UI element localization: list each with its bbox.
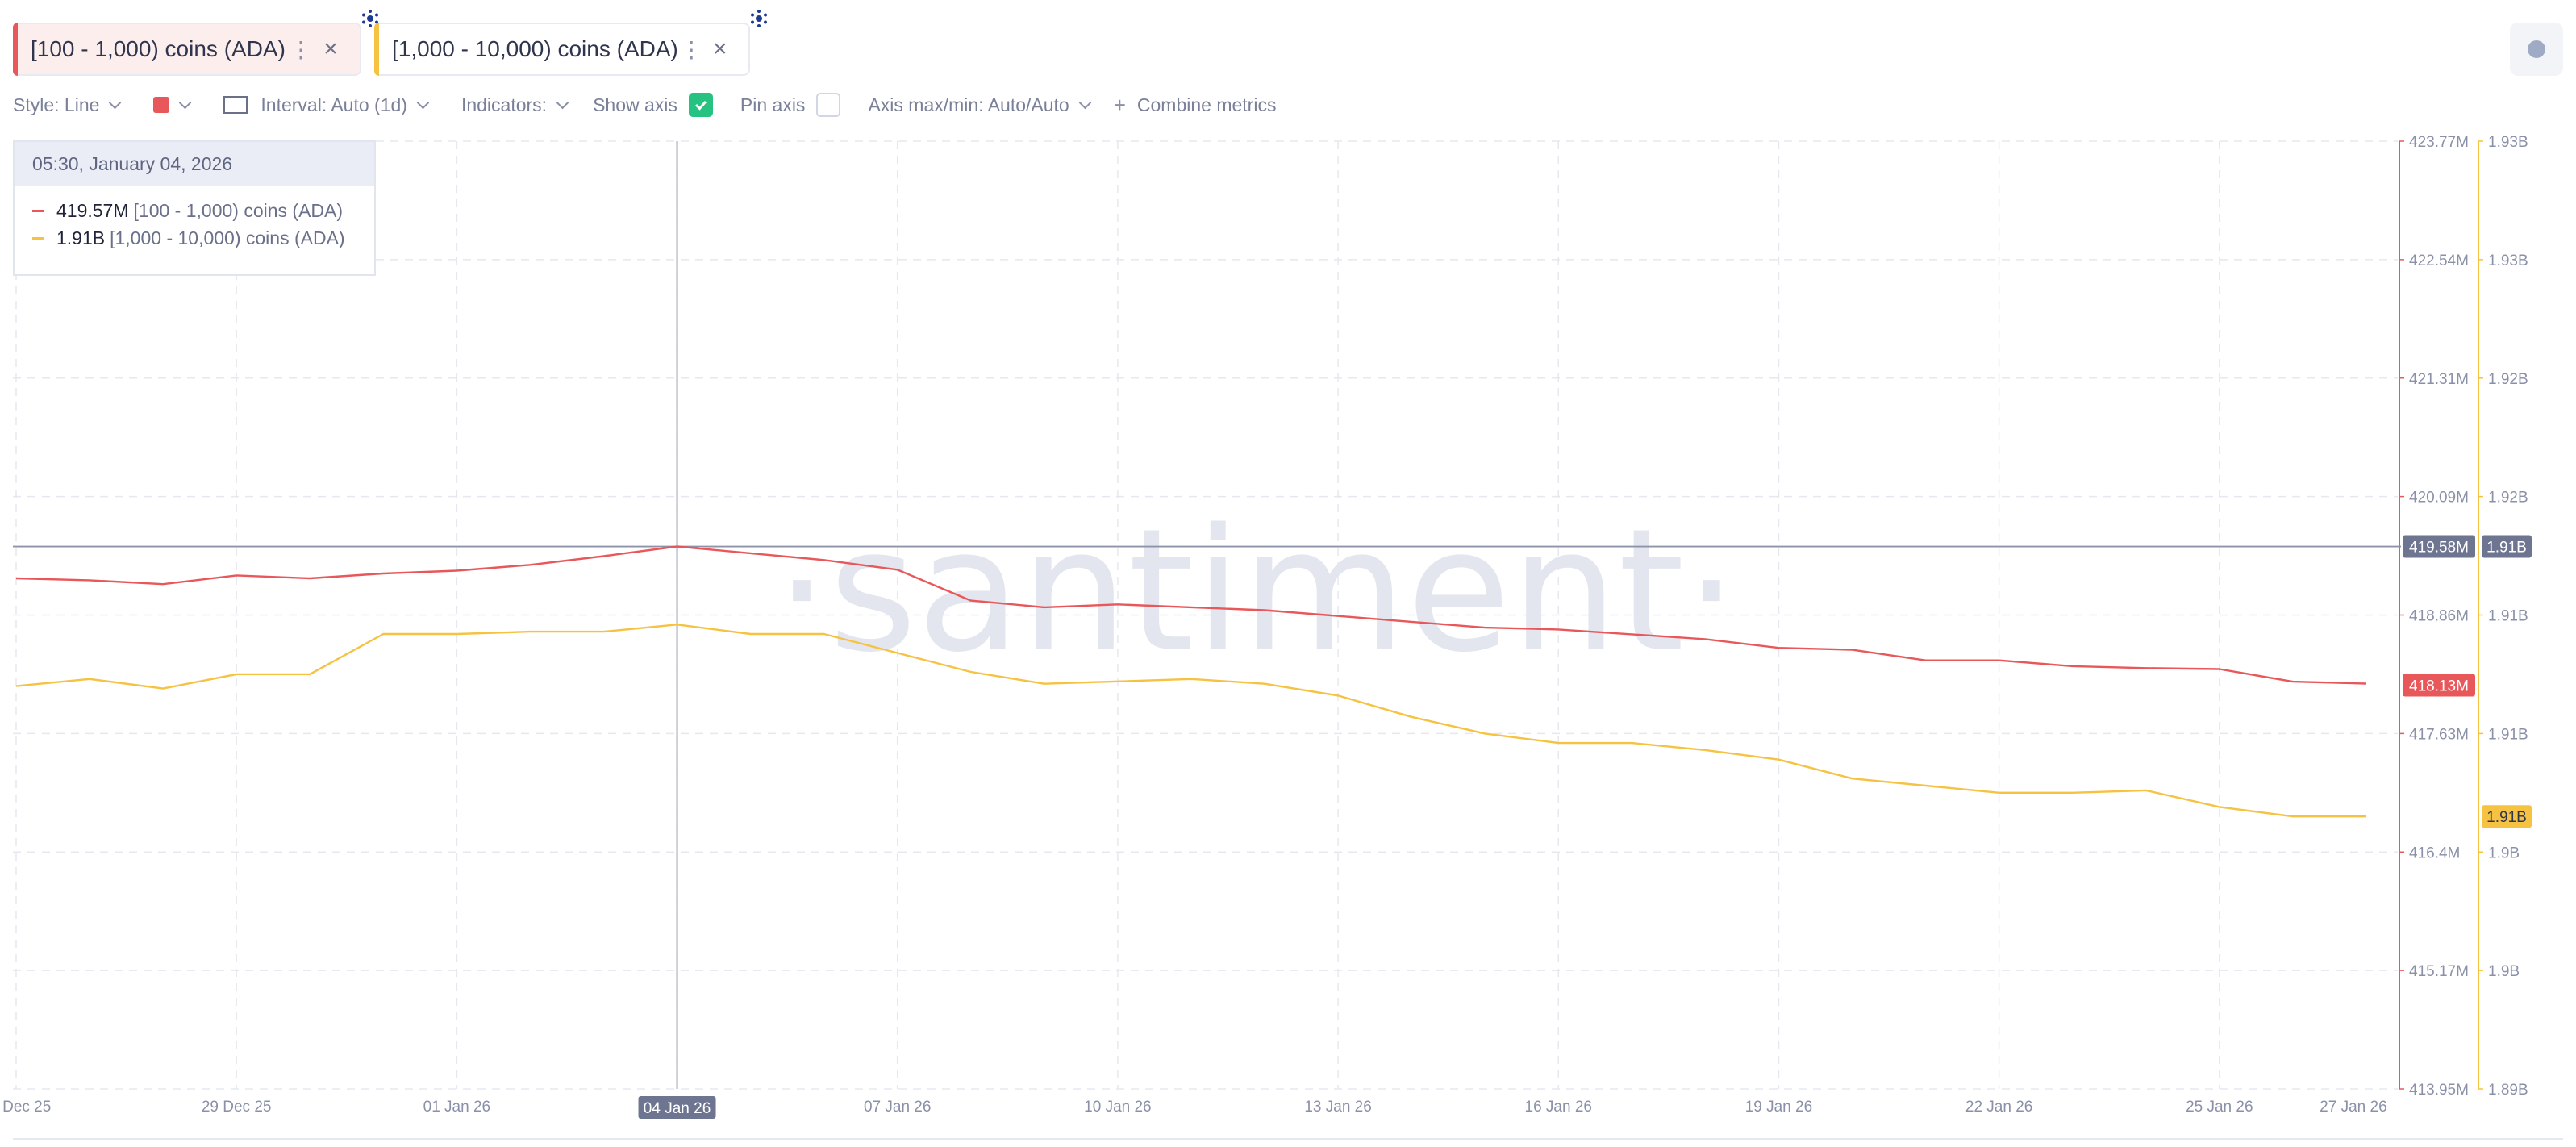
y-axis-tick-label: 1.9B bbox=[2488, 963, 2520, 980]
chevron-down-icon bbox=[1078, 96, 1091, 109]
y-axis-tick-label: 413.95M bbox=[2409, 1082, 2469, 1099]
tooltip-series-name: [1,000 - 10,000) coins (ADA) bbox=[110, 227, 345, 248]
chevron-down-icon bbox=[416, 96, 430, 109]
interval-dropdown[interactable]: Interval: Auto (1d) bbox=[223, 94, 430, 116]
chevron-down-icon bbox=[109, 96, 122, 109]
checkbox-unchecked-icon[interactable] bbox=[816, 93, 841, 117]
color-dropdown[interactable] bbox=[153, 96, 192, 113]
vertical-dots-icon[interactable]: ⋮ bbox=[290, 36, 312, 62]
checkbox-checked-icon[interactable] bbox=[688, 93, 713, 117]
x-axis-tick-label: 16 Jan 26 bbox=[1525, 1099, 1592, 1116]
calendar-icon bbox=[223, 96, 248, 114]
y-axis-tick-label: 1.92B bbox=[2488, 490, 2528, 507]
crosshair-value-left: 419.58M bbox=[2409, 540, 2469, 557]
indicators-dropdown[interactable]: Indicators: bbox=[461, 94, 569, 116]
x-axis-tick-label: 27 Jan 26 bbox=[2320, 1099, 2386, 1116]
x-axis-tick-label: 19 Jan 26 bbox=[1745, 1099, 1812, 1116]
current-value-left-bg bbox=[2403, 674, 2475, 697]
y-axis-tick-label: 423.77M bbox=[2409, 134, 2469, 151]
metric-tab-1000-10000[interactable]: [1,000 - 10,000) coins (ADA) ⋮ × bbox=[374, 10, 767, 76]
pin-axis-label: Pin axis bbox=[740, 94, 806, 115]
x-axis-tick-label: 13 Jan 26 bbox=[1304, 1099, 1371, 1116]
style-dropdown[interactable]: Style: Line bbox=[13, 94, 122, 116]
metric-color-indicator bbox=[374, 23, 379, 76]
axis-maxmin-dropdown[interactable]: Axis max/min: Auto/Auto bbox=[868, 94, 1091, 116]
series-color-mark bbox=[32, 236, 44, 240]
cardano-icon bbox=[751, 10, 767, 27]
chevron-down-icon bbox=[556, 96, 569, 109]
y-axis-tick-label: 1.89B bbox=[2488, 1082, 2528, 1099]
x-axis-tick-label: 07 Jan 26 bbox=[864, 1099, 931, 1116]
close-icon[interactable]: × bbox=[323, 35, 338, 62]
tooltip-date: 05:30, January 04, 2026 bbox=[15, 142, 374, 186]
plus-icon: + bbox=[1113, 92, 1126, 117]
x-axis-highlight-label: 04 Jan 26 bbox=[644, 1100, 711, 1117]
y-axis-tick-label: 1.93B bbox=[2488, 252, 2528, 269]
chevron-down-icon bbox=[179, 96, 192, 109]
x-axis-tick-label: 26 Dec 25 bbox=[0, 1099, 51, 1116]
watermark-text: ·santiment· bbox=[775, 492, 1739, 690]
show-axis-toggle[interactable]: Show axis bbox=[593, 93, 713, 117]
combine-label: Combine metrics bbox=[1136, 94, 1277, 115]
series-line-1000-10000 bbox=[15, 624, 2366, 818]
show-axis-label: Show axis bbox=[593, 94, 677, 115]
metric-tabs: [100 - 1,000) coins (ADA) ⋮ × [1,000 - 1… bbox=[13, 10, 767, 76]
y-axis-tick-label: 416.4M bbox=[2409, 845, 2460, 861]
y-axis-tick-label: 1.91B bbox=[2488, 726, 2528, 743]
series-color-mark bbox=[32, 209, 44, 212]
x-axis-tick-label: 01 Jan 26 bbox=[423, 1099, 490, 1116]
x-axis-highlight-label-bg bbox=[638, 1096, 716, 1119]
metric-tab-label: [100 - 1,000) coins (ADA) bbox=[31, 36, 286, 61]
interval-label: Interval: Auto (1d) bbox=[261, 94, 407, 115]
style-label: Style: Line bbox=[13, 94, 100, 115]
pin-axis-toggle[interactable]: Pin axis bbox=[740, 93, 841, 117]
y-axis-tick-label: 421.31M bbox=[2409, 371, 2469, 388]
crosshair-value-left-bg bbox=[2403, 535, 2475, 558]
metric-tab-100-1000[interactable]: [100 - 1,000) coins (ADA) ⋮ × bbox=[13, 10, 378, 76]
axis-maxmin-label: Axis max/min: Auto/Auto bbox=[868, 94, 1069, 115]
crosshair-value-right-bg bbox=[2482, 535, 2532, 558]
dot-icon bbox=[2528, 40, 2545, 58]
vertical-dots-icon[interactable]: ⋮ bbox=[680, 36, 703, 62]
tooltip-value: 419.57M bbox=[56, 199, 129, 221]
y-axis-tick-label: 1.9B bbox=[2488, 845, 2520, 861]
metric-tab-label: [1,000 - 10,000) coins (ADA) bbox=[392, 36, 678, 61]
tooltip-row: 1.91B [1,000 - 10,000) coins (ADA) bbox=[15, 224, 374, 252]
y-axis-tick-label: 418.86M bbox=[2409, 608, 2469, 625]
tooltip-series-name: [100 - 1,000) coins (ADA) bbox=[133, 199, 344, 221]
y-axis-tick-label: 1.92B bbox=[2488, 371, 2528, 388]
y-axis-tick-label: 422.54M bbox=[2409, 252, 2469, 269]
current-value-left: 418.13M bbox=[2409, 678, 2469, 694]
y-axis-tick-label: 415.17M bbox=[2409, 963, 2469, 980]
x-axis-tick-label: 25 Jan 26 bbox=[2186, 1099, 2253, 1116]
series-line-100-1000 bbox=[15, 545, 2366, 685]
combine-metrics-button[interactable]: + Combine metrics bbox=[1114, 93, 1277, 118]
close-icon[interactable]: × bbox=[713, 35, 727, 62]
current-value-right: 1.91B bbox=[2486, 809, 2527, 826]
y-axis-tick-label: 420.09M bbox=[2409, 490, 2469, 507]
tooltip-row: 419.57M [100 - 1,000) coins (ADA) bbox=[15, 197, 374, 224]
x-axis-tick-label: 10 Jan 26 bbox=[1084, 1099, 1151, 1116]
chart-settings-button[interactable] bbox=[2510, 23, 2563, 76]
crosshair-value-right: 1.91B bbox=[2486, 540, 2527, 557]
chart-toolbar: Style: Line Interval: Auto (1d) Indicato… bbox=[13, 90, 1276, 119]
metric-color-indicator bbox=[13, 23, 18, 76]
y-axis-tick-label: 1.91B bbox=[2488, 608, 2528, 625]
x-axis-tick-label: 29 Dec 25 bbox=[202, 1099, 272, 1116]
x-axis-tick-label: 22 Jan 26 bbox=[1965, 1099, 2032, 1116]
y-axis-tick-label: 417.63M bbox=[2409, 726, 2469, 743]
chart-tooltip: 05:30, January 04, 2026 419.57M [100 - 1… bbox=[13, 140, 376, 276]
indicators-label: Indicators: bbox=[461, 94, 548, 115]
line-chart[interactable]: ·santiment· 423.77M 422.54M 421.31M 420.09M 4… bbox=[0, 121, 2576, 1147]
current-value-right-bg bbox=[2482, 805, 2532, 828]
color-swatch bbox=[153, 97, 170, 113]
tooltip-value: 1.91B bbox=[56, 227, 106, 248]
y-axis-tick-label: 1.93B bbox=[2488, 134, 2528, 151]
